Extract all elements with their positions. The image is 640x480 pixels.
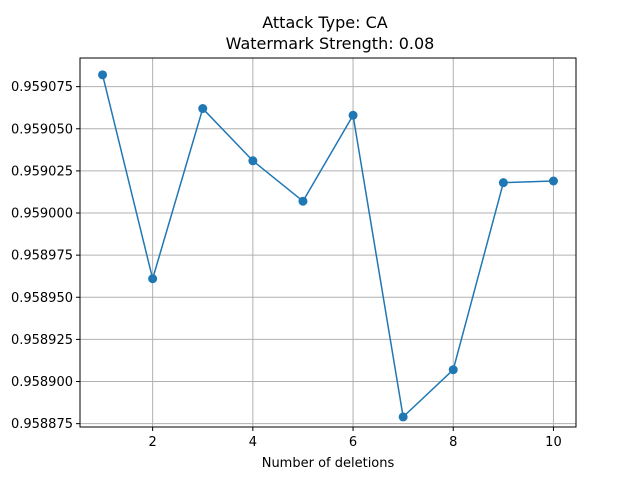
x-tick-label: 4	[249, 435, 257, 450]
x-tick-label: 6	[349, 435, 357, 450]
data-point	[298, 196, 308, 206]
data-point	[398, 412, 408, 422]
data-point	[498, 178, 508, 188]
y-tick-label: 0.959050	[11, 122, 73, 137]
y-tick-label: 0.958900	[11, 375, 73, 390]
series	[98, 70, 558, 422]
data-point	[448, 365, 458, 375]
data-point	[548, 176, 558, 186]
x-tick-label: 10	[545, 435, 562, 450]
data-point	[148, 274, 158, 284]
y-tick-label: 0.958950	[11, 291, 73, 306]
grid	[80, 58, 576, 427]
chart-title: Attack Type: CA	[262, 13, 388, 32]
y-tick-label: 0.959075	[11, 80, 73, 95]
data-point	[248, 156, 258, 166]
axis-ticks: 2 4 6 8 10 0.958875 0.958900 0.958925 0.958950 0.…	[11, 80, 562, 450]
y-tick-label: 0.958925	[11, 333, 73, 348]
data-point	[198, 104, 208, 114]
y-tick-label: 0.958875	[11, 417, 73, 432]
x-axis-label: Number of deletions	[262, 456, 395, 471]
y-tick-label: 0.959025	[11, 164, 73, 179]
x-tick-label: 2	[149, 435, 157, 450]
plot-frame	[79, 57, 577, 428]
y-tick-label: 0.958975	[11, 249, 73, 264]
data-point	[98, 70, 108, 80]
chart-subtitle: Watermark Strength: 0.08	[226, 34, 435, 53]
series-line	[101, 74, 554, 418]
x-tick-label: 8	[449, 435, 457, 450]
y-tick-label: 0.959000	[11, 207, 73, 222]
data-point	[348, 110, 358, 120]
